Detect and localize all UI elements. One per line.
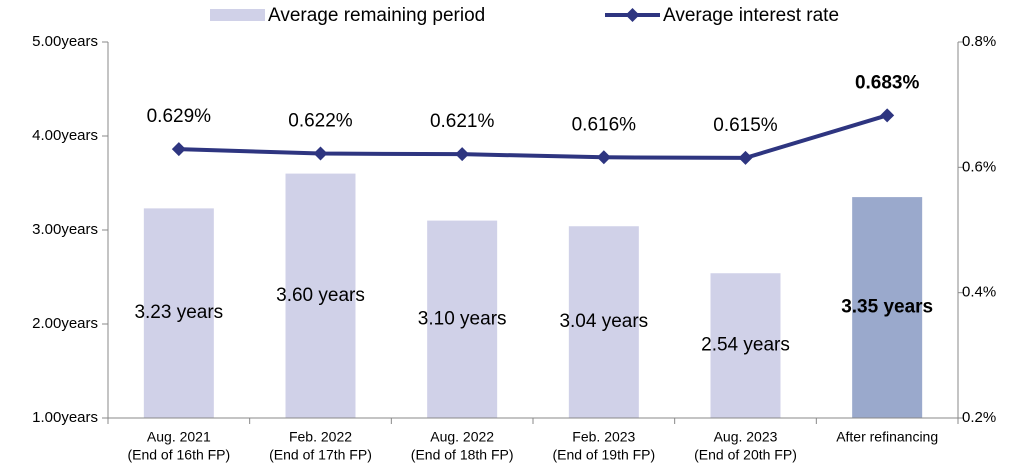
bar [427,220,498,418]
line-marker [313,146,328,161]
line-value-label: 0.622% [288,111,353,132]
bar-value-label: 3.10 years [418,308,507,329]
bar-value-label: 3.60 years [276,285,365,306]
bar [143,208,214,418]
y2-tick-label: 0.4% [962,284,996,301]
x-tick-label: (End of 17th FP) [269,447,372,463]
line-marker [171,142,186,157]
y-tick-label: 2.00years [32,315,98,332]
x-tick-label: Aug. 2021 [147,429,211,445]
bar [710,273,781,418]
bar [852,197,923,418]
legend-label: Average interest rate [663,5,839,26]
line-marker [596,150,611,165]
line-value-label: 0.621% [430,111,495,132]
bar-value-label: 2.54 years [701,335,790,356]
bar [568,226,639,418]
legend-label: Average remaining period [268,5,485,26]
line-marker [455,147,470,162]
y-tick-label: 1.00years [32,409,98,426]
line-value-label: 0.629% [147,106,212,127]
line-value-label: 0.683% [855,72,920,93]
legend-swatch [210,9,265,21]
line-marker [738,150,753,165]
line-marker [880,108,895,123]
line-value-label: 0.615% [713,115,778,136]
line-value-label: 0.616% [572,114,637,135]
legend-marker [625,8,640,22]
x-tick-label: Aug. 2022 [430,429,494,445]
y2-tick-label: 0.2% [962,409,996,426]
x-tick-label: (End of 19th FP) [552,447,655,463]
y-tick-label: 3.00years [32,221,98,238]
line-series [178,113,888,160]
x-tick-label: After refinancing [836,429,938,445]
bar [285,173,356,418]
x-tick-label: (End of 16th FP) [127,447,230,463]
bar-value-label: 3.35 years [841,297,933,318]
x-tick-label: (End of 20th FP) [694,447,797,463]
bar-value-label: 3.23 years [134,302,223,323]
x-tick-label: Aug. 2023 [714,429,778,445]
x-tick-label: (End of 18th FP) [411,447,514,463]
y2-tick-label: 0.8% [962,33,996,50]
y-tick-label: 4.00years [32,127,98,144]
y2-tick-label: 0.6% [962,158,996,175]
y-tick-label: 5.00years [32,33,98,50]
x-tick-label: Feb. 2023 [572,429,635,445]
x-tick-label: Feb. 2022 [289,429,352,445]
bar-value-label: 3.04 years [559,311,648,332]
